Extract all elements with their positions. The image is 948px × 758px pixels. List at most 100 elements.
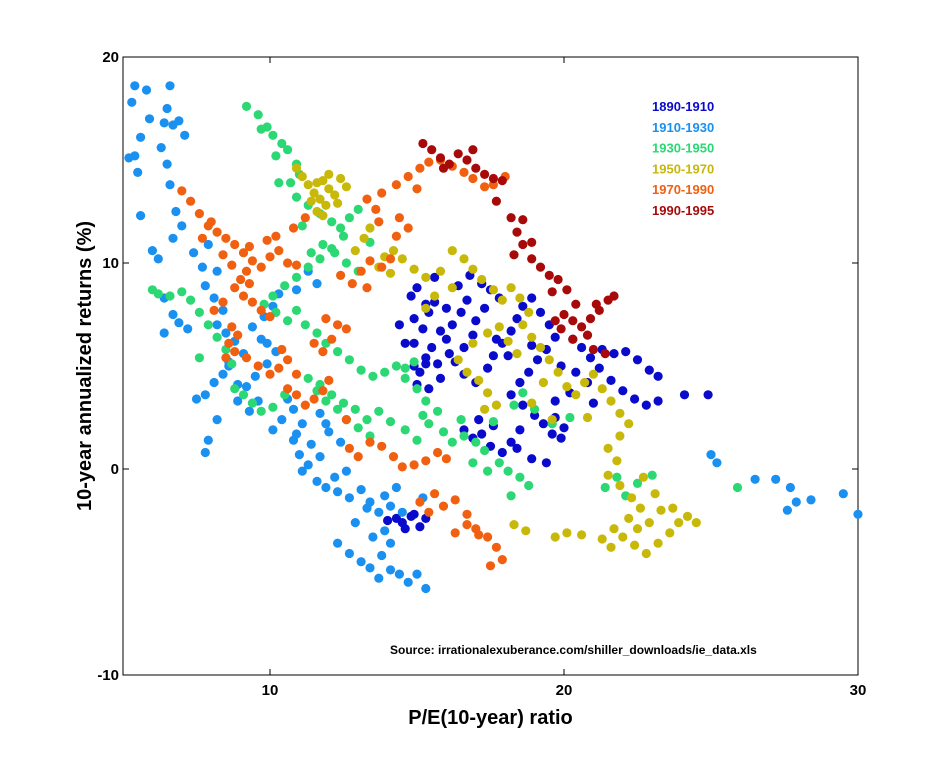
data-point-1910-1930 [183, 324, 193, 334]
data-point-1910-1930 [200, 447, 210, 458]
data-point-1930-1950 [374, 406, 384, 416]
data-point-1970-1990 [291, 260, 302, 270]
data-point-1890-1910 [547, 429, 557, 439]
data-point-1990-1995 [453, 149, 463, 159]
data-point-1930-1950 [506, 491, 516, 501]
data-point-1950-1970 [618, 532, 628, 542]
data-point-1970-1990 [391, 231, 401, 241]
data-point-1990-1995 [547, 287, 557, 297]
data-point-1890-1910 [512, 443, 522, 453]
data-point-1910-1930 [136, 132, 146, 142]
data-point-1890-1910 [571, 367, 581, 377]
data-point-1970-1990 [238, 291, 249, 301]
legend-entry: 1970-1990 [652, 182, 714, 197]
data-point-1950-1970 [321, 200, 331, 210]
data-point-1910-1930 [385, 565, 396, 575]
data-point-1970-1990 [265, 369, 275, 379]
data-point-1890-1910 [641, 400, 651, 410]
data-point-1950-1970 [385, 268, 396, 278]
data-point-1930-1950 [241, 101, 252, 111]
data-point-1950-1970 [359, 233, 369, 243]
data-point-1910-1930 [421, 583, 431, 594]
data-point-1970-1990 [391, 180, 401, 190]
data-point-1890-1910 [621, 347, 631, 357]
data-point-1910-1930 [233, 396, 243, 406]
data-point-1970-1990 [291, 390, 302, 400]
data-point-1970-1990 [256, 262, 266, 272]
data-point-1930-1950 [356, 365, 366, 375]
data-point-1890-1910 [433, 359, 443, 369]
data-point-1970-1990 [412, 184, 422, 194]
data-point-1970-1990 [377, 188, 387, 198]
data-point-1950-1970 [474, 375, 484, 385]
data-point-1950-1970 [333, 198, 343, 208]
data-point-1910-1930 [209, 377, 219, 388]
data-point-1890-1910 [456, 307, 466, 317]
data-point-1890-1910 [459, 342, 469, 353]
data-point-1910-1930 [247, 322, 257, 332]
data-point-1890-1910 [409, 509, 419, 519]
data-point-1990-1995 [550, 316, 560, 326]
data-point-1970-1990 [265, 312, 275, 322]
data-point-1930-1950 [341, 258, 351, 268]
legend-entry: 1910-1930 [652, 120, 714, 135]
data-point-1890-1910 [512, 314, 522, 324]
data-point-1990-1995 [582, 330, 593, 340]
data-point-1890-1910 [421, 359, 431, 369]
data-point-1970-1990 [247, 256, 257, 266]
data-point-1890-1910 [427, 342, 437, 353]
data-point-1970-1990 [241, 266, 252, 276]
data-point-1970-1990 [341, 324, 351, 334]
data-point-1890-1910 [630, 394, 640, 404]
data-point-1890-1910 [518, 400, 528, 410]
data-point-1970-1990 [450, 528, 460, 538]
legend-entry: 1890-1910 [652, 99, 714, 114]
data-point-1950-1970 [303, 180, 313, 190]
data-point-1910-1930 [806, 495, 816, 505]
data-point-1910-1930 [124, 153, 134, 163]
data-point-1910-1930 [268, 425, 278, 435]
plot-area-frame [122, 56, 859, 676]
data-point-1950-1970 [644, 518, 654, 528]
data-point-1910-1930 [330, 472, 340, 482]
data-point-1930-1950 [333, 347, 343, 357]
data-point-1950-1970 [480, 404, 490, 414]
data-point-1970-1990 [468, 173, 478, 184]
data-point-1950-1970 [318, 211, 328, 221]
data-point-1970-1990 [421, 456, 431, 466]
y-tick-label: 20 [102, 49, 119, 66]
data-point-1970-1990 [291, 369, 302, 379]
data-point-1890-1910 [609, 349, 619, 359]
data-point-1950-1970 [650, 489, 660, 499]
data-point-1910-1930 [203, 239, 213, 250]
data-point-1930-1950 [194, 307, 204, 317]
data-point-1910-1930 [315, 408, 325, 418]
data-point-1890-1910 [491, 334, 501, 344]
data-point-1970-1990 [403, 223, 413, 233]
data-point-1930-1950 [421, 396, 431, 406]
data-point-1910-1930 [321, 482, 331, 493]
data-point-1970-1990 [241, 353, 252, 363]
data-point-1950-1970 [477, 274, 487, 285]
data-point-1910-1930 [365, 563, 375, 573]
data-point-1950-1970 [430, 291, 440, 301]
data-point-1910-1930 [177, 221, 187, 231]
data-point-1990-1995 [588, 344, 599, 355]
data-point-1950-1970 [606, 396, 616, 406]
data-point-1910-1930 [200, 390, 210, 400]
data-point-1930-1950 [291, 192, 302, 202]
data-point-1890-1910 [515, 425, 525, 435]
data-point-1890-1910 [488, 351, 498, 361]
data-point-1930-1950 [447, 437, 457, 447]
data-point-1910-1930 [218, 305, 228, 315]
data-point-1950-1970 [397, 254, 407, 264]
data-point-1950-1970 [668, 503, 678, 513]
data-point-1910-1930 [133, 167, 143, 177]
data-point-1950-1970 [497, 295, 507, 305]
data-point-1950-1970 [638, 472, 649, 482]
data-point-1930-1950 [600, 482, 610, 493]
data-point-1910-1930 [218, 369, 228, 379]
legend: 1890-1910 1910-1930 1930-1950 1950-1970 1970… [652, 99, 714, 218]
data-point-1990-1995 [497, 176, 507, 186]
